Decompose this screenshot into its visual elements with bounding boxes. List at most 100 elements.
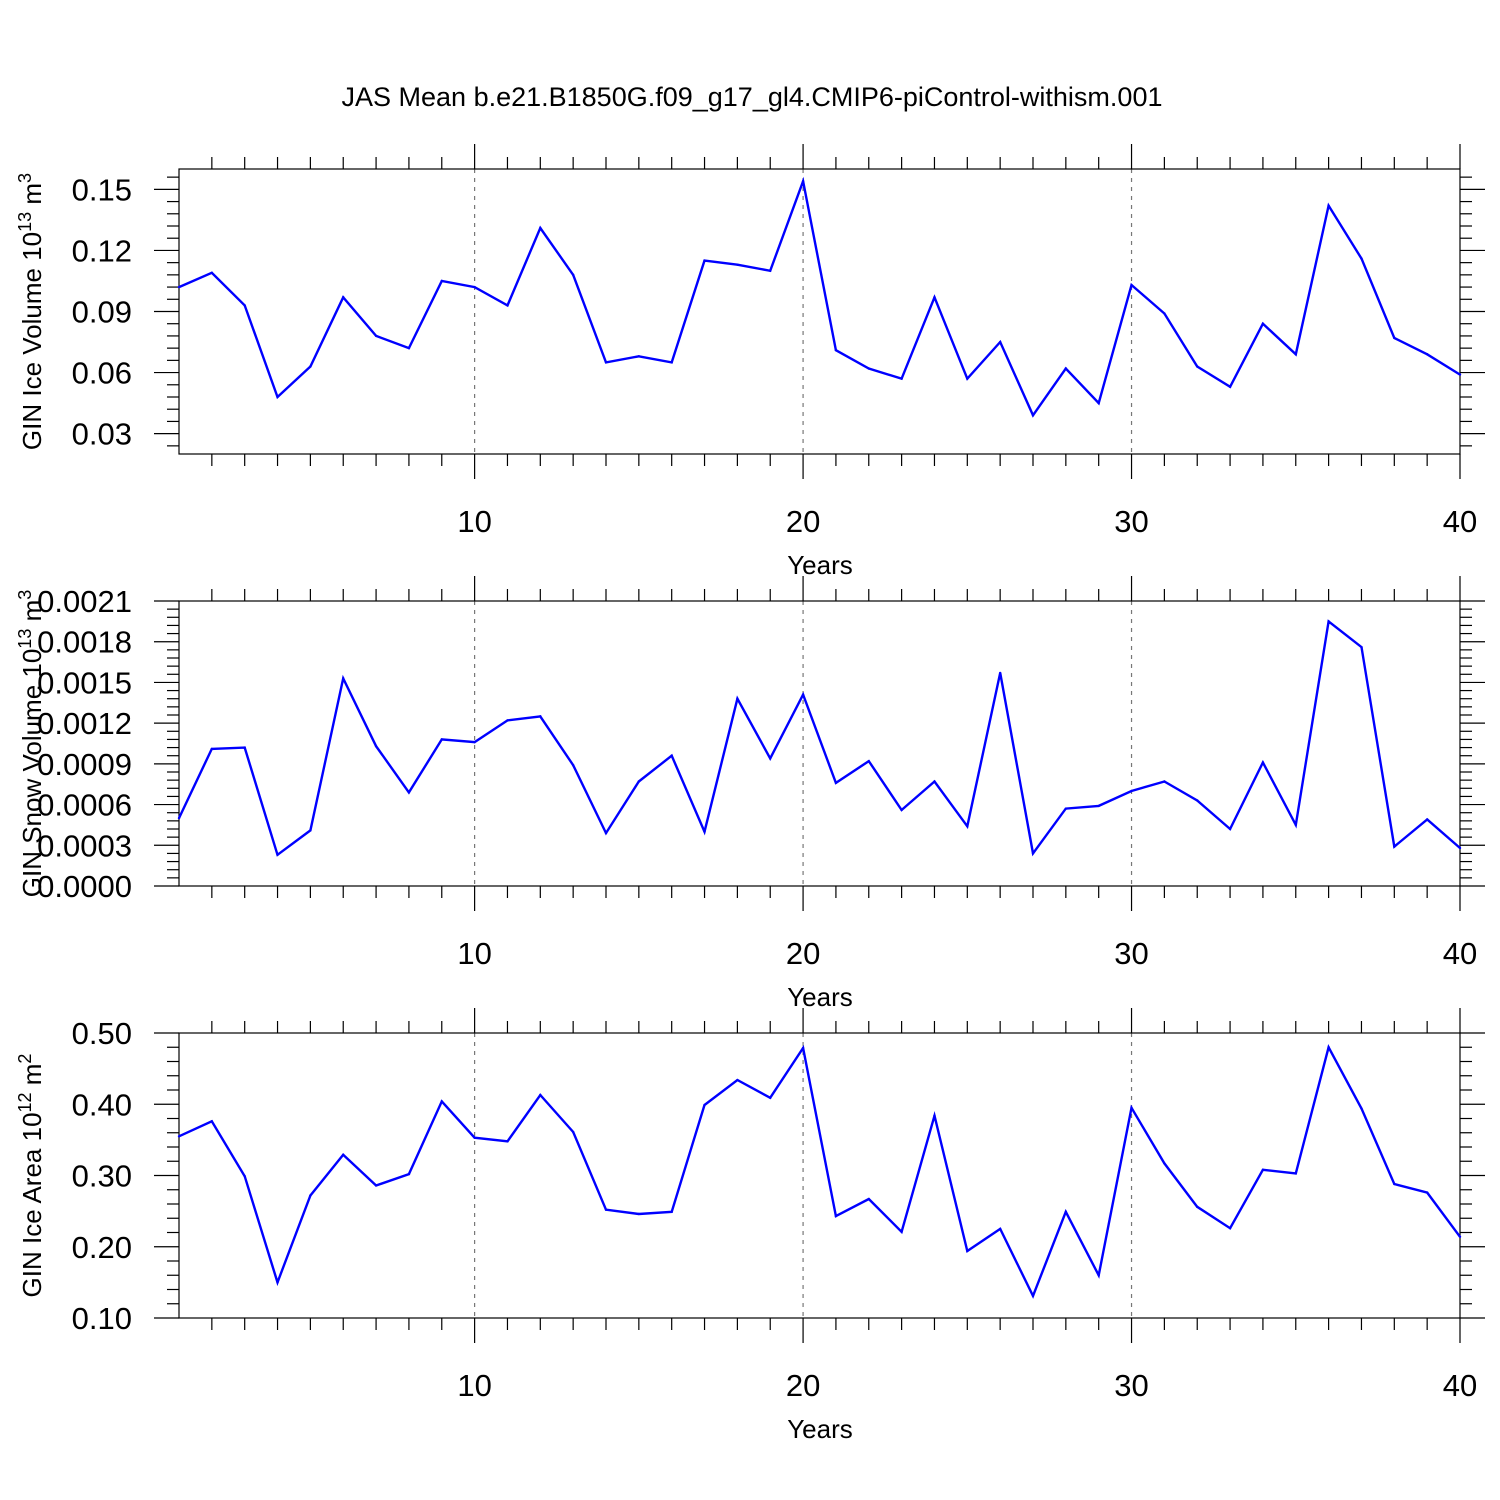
data-point — [506, 1140, 509, 1143]
data-point — [1425, 353, 1429, 356]
data-point — [407, 346, 411, 350]
data-point — [1064, 1210, 1068, 1214]
y-tick-label: 0.20 — [72, 1230, 132, 1265]
data-point — [210, 747, 214, 751]
x-tick-label: 20 — [786, 936, 820, 971]
data-point — [801, 693, 805, 696]
data-point — [670, 754, 673, 757]
data-point — [769, 1096, 772, 1100]
plot-title: JAS Mean b.e21.B1850G.f09_g17_gl4.CMIP6-… — [342, 82, 1163, 112]
y-tick-label: 0.30 — [72, 1159, 132, 1194]
y-tick-label: 0.0006 — [37, 788, 132, 823]
y-tick-label: 0.40 — [72, 1087, 132, 1122]
data-point — [801, 1046, 805, 1050]
data-point — [933, 296, 936, 299]
y-tick-label: 0.0018 — [37, 625, 132, 660]
data-point — [210, 271, 214, 275]
data-point — [571, 1130, 575, 1134]
data-point — [1458, 846, 1462, 850]
data-point — [309, 829, 312, 832]
data-point — [1097, 804, 1100, 808]
y-tick-label: 0.0000 — [37, 869, 132, 904]
y-tick-label: 0.0015 — [37, 665, 132, 700]
y-axis-label-superscript: 12 — [15, 1092, 35, 1112]
data-point — [867, 1197, 870, 1201]
data-point — [374, 334, 378, 338]
y-tick-label: 0.0012 — [37, 706, 132, 741]
data-point — [440, 279, 443, 283]
y-axis-label-superscript: 3 — [15, 590, 35, 600]
data-point — [1228, 1227, 1232, 1230]
data-point — [966, 377, 969, 380]
data-point — [966, 825, 969, 828]
data-point — [637, 355, 641, 358]
data-point — [900, 1230, 903, 1233]
data-point — [1327, 620, 1330, 623]
data-point — [703, 830, 706, 833]
y-axis-label-part: m — [17, 183, 47, 212]
data-point — [703, 1103, 706, 1107]
x-axis-label: Years — [787, 982, 853, 1012]
data-point — [1294, 1172, 1297, 1175]
data-point — [177, 816, 181, 820]
data-point — [473, 740, 476, 744]
data-point — [1163, 312, 1166, 315]
data-point — [440, 1100, 443, 1103]
data-point — [670, 1210, 673, 1214]
data-point — [309, 365, 312, 368]
data-point — [769, 757, 772, 760]
data-point — [1196, 365, 1199, 368]
y-tick-label: 0.12 — [72, 233, 132, 268]
data-point — [1425, 818, 1429, 821]
x-tick-label: 10 — [457, 1368, 491, 1403]
data-point — [342, 1153, 345, 1157]
y-tick-label: 0.50 — [72, 1016, 132, 1051]
x-tick-label: 40 — [1443, 504, 1477, 539]
data-point — [637, 780, 641, 783]
y-axis-label-part: GIN Snow Volume 10 — [17, 649, 47, 898]
data-point — [243, 746, 246, 749]
y-tick-label: 0.06 — [72, 356, 132, 391]
x-tick-label: 20 — [786, 1368, 820, 1403]
x-tick-label: 30 — [1114, 1368, 1148, 1403]
y-axis-label: GIN Ice Area 1012 m2 — [15, 1054, 47, 1298]
y-axis-label-superscript: 2 — [15, 1054, 35, 1064]
data-point — [1360, 645, 1363, 649]
data-point — [670, 361, 673, 364]
data-point — [834, 348, 838, 352]
data-point — [736, 1078, 739, 1082]
data-point — [867, 759, 870, 763]
data-point — [309, 1194, 312, 1197]
x-tick-label: 40 — [1443, 936, 1477, 971]
data-point — [342, 677, 345, 680]
x-tick-label: 20 — [786, 504, 820, 539]
y-axis-label: GIN Snow Volume 1013 m3 — [15, 590, 47, 898]
data-point — [867, 367, 870, 370]
data-point — [276, 395, 279, 399]
data-point — [1130, 789, 1133, 793]
x-tick-label: 10 — [457, 504, 491, 539]
data-point — [998, 1227, 1002, 1231]
data-point — [210, 1120, 214, 1123]
data-point — [834, 781, 838, 785]
data-point — [1393, 336, 1396, 340]
data-point — [1261, 322, 1265, 325]
y-axis-label-part: m — [17, 1064, 47, 1093]
series-line — [178, 176, 1461, 418]
data-point — [1031, 852, 1035, 855]
y-tick-label: 0.0009 — [37, 747, 132, 782]
panels: 0.03 0.06 0.09 0.12 0.15 10 20 30 40 Years GIN Ice… — [15, 144, 1485, 1444]
data-point — [342, 296, 345, 299]
data-point — [1294, 353, 1297, 356]
chart-panel-1: 0.03 0.06 0.09 0.12 0.15 10 20 30 40 Years GIN Ice… — [15, 144, 1485, 580]
x-tick-label: 30 — [1114, 936, 1148, 971]
data-point — [1163, 780, 1166, 783]
data-point — [998, 671, 1002, 675]
data-point — [243, 1175, 246, 1178]
y-tick-label: 0.09 — [72, 295, 132, 330]
data-point — [1393, 845, 1396, 848]
y-tick-label: 0.15 — [72, 172, 132, 207]
data-point — [374, 1184, 378, 1187]
data-point — [407, 1172, 411, 1176]
